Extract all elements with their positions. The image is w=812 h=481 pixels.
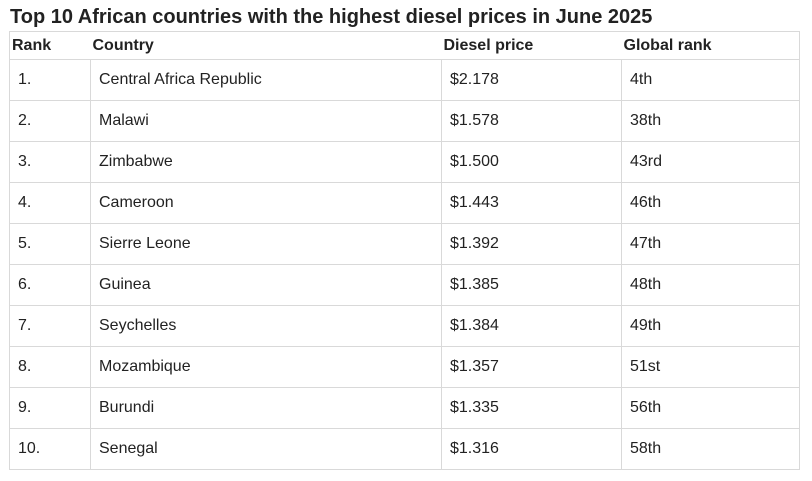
global-rank-cell: 49th — [621, 305, 800, 347]
global-rank-cell: 56th — [621, 387, 800, 429]
column-header-country: Country — [90, 31, 442, 60]
table-row: 3. Zimbabwe $1.500 43rd — [9, 141, 800, 183]
column-header-diesel-price: Diesel price — [441, 31, 622, 60]
country-cell: Cameroon — [90, 182, 442, 224]
page-title: Top 10 African countries with the highes… — [10, 6, 653, 28]
diesel-price-cell: $1.384 — [441, 305, 622, 347]
global-rank-cell: 38th — [621, 100, 800, 142]
rank-cell: 2. — [9, 100, 91, 142]
table-row: 2. Malawi $1.578 38th — [9, 100, 800, 142]
diesel-price-cell: $1.357 — [441, 346, 622, 388]
global-rank-cell: 43rd — [621, 141, 800, 183]
rank-cell: 1. — [9, 59, 91, 101]
diesel-price-cell: $1.392 — [441, 223, 622, 265]
global-rank-cell: 47th — [621, 223, 800, 265]
column-header-rank: Rank — [9, 31, 91, 60]
country-cell: Burundi — [90, 387, 442, 429]
country-cell: Mozambique — [90, 346, 442, 388]
table-row: 9. Burundi $1.335 56th — [9, 387, 800, 429]
rank-cell: 9. — [9, 387, 91, 429]
table-row: 8. Mozambique $1.357 51st — [9, 346, 800, 388]
rank-cell: 10. — [9, 428, 91, 470]
country-cell: Zimbabwe — [90, 141, 442, 183]
diesel-price-cell: $1.316 — [441, 428, 622, 470]
global-rank-cell: 51st — [621, 346, 800, 388]
diesel-prices-table: Rank Country Diesel price Global rank 1.… — [9, 31, 800, 470]
table-row: 4. Cameroon $1.443 46th — [9, 182, 800, 224]
country-cell: Sierre Leone — [90, 223, 442, 265]
diesel-price-cell: $1.443 — [441, 182, 622, 224]
rank-cell: 3. — [9, 141, 91, 183]
rank-cell: 8. — [9, 346, 91, 388]
global-rank-cell: 46th — [621, 182, 800, 224]
country-cell: Malawi — [90, 100, 442, 142]
rank-cell: 7. — [9, 305, 91, 347]
diesel-price-cell: $1.500 — [441, 141, 622, 183]
table-row: 6. Guinea $1.385 48th — [9, 264, 800, 306]
country-cell: Seychelles — [90, 305, 442, 347]
global-rank-cell: 48th — [621, 264, 800, 306]
column-header-global-rank: Global rank — [621, 31, 800, 60]
global-rank-cell: 58th — [621, 428, 800, 470]
table-row: 10. Senegal $1.316 58th — [9, 428, 800, 470]
country-cell: Central Africa Republic — [90, 59, 442, 101]
table-row: 5. Sierre Leone $1.392 47th — [9, 223, 800, 265]
table-row: 1. Central Africa Republic $2.178 4th — [9, 59, 800, 101]
diesel-price-cell: $1.385 — [441, 264, 622, 306]
global-rank-cell: 4th — [621, 59, 800, 101]
rank-cell: 6. — [9, 264, 91, 306]
diesel-price-cell: $1.335 — [441, 387, 622, 429]
country-cell: Guinea — [90, 264, 442, 306]
rank-cell: 4. — [9, 182, 91, 224]
rank-cell: 5. — [9, 223, 91, 265]
country-cell: Senegal — [90, 428, 442, 470]
diesel-price-cell: $1.578 — [441, 100, 622, 142]
diesel-price-cell: $2.178 — [441, 59, 622, 101]
table-header-row: Rank Country Diesel price Global rank — [9, 31, 800, 60]
table-row: 7. Seychelles $1.384 49th — [9, 305, 800, 347]
